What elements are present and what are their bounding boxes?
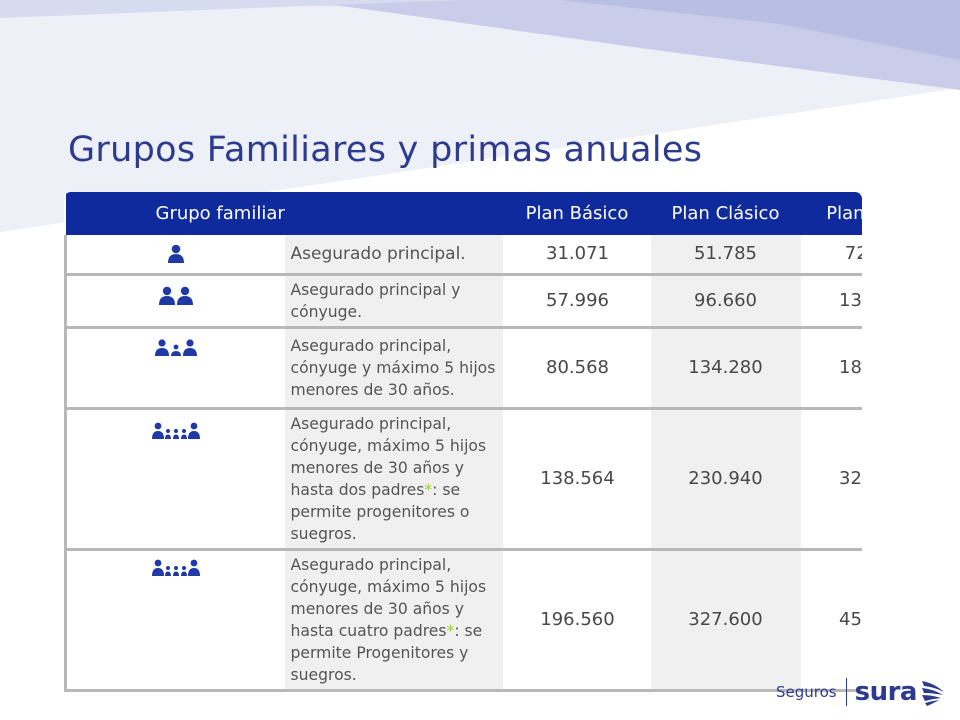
- value-plan-clasico: 327.600: [650, 549, 801, 692]
- brand-seguros-text: Seguros: [776, 683, 837, 701]
- row-description: Asegurado principal, cónyuge, máximo 5 h…: [284, 408, 505, 551]
- value-plan-basico: 57.996: [503, 274, 651, 329]
- value-plan-global: 72.499: [800, 235, 862, 276]
- table-header-row: Grupo familiar Plan Básico Plan Clásico …: [65, 192, 862, 235]
- brand-sura-text: sura: [854, 677, 918, 707]
- one-person-icon: [167, 244, 184, 263]
- asterisk-mark: *: [424, 480, 433, 499]
- two-people-icon: [158, 286, 193, 305]
- row-description: Asegurado principal, cónyuge y máximo 5 …: [284, 327, 505, 410]
- header-plan-global: Plan Global: [800, 192, 862, 235]
- value-plan-clasico: 96.660: [650, 274, 801, 329]
- value-plan-clasico: 51.785: [650, 235, 801, 276]
- row-description: Asegurado principal.: [284, 235, 505, 276]
- page-title: Grupos Familiares y primas anuales: [68, 130, 703, 170]
- sura-wings-icon: [921, 681, 944, 706]
- header-plan-basico: Plan Básico: [503, 192, 651, 235]
- asterisk-mark: *: [446, 621, 455, 640]
- header-plan-clasico: Plan Clásico: [650, 192, 801, 235]
- table-row: Asegurado principal, cónyuge, máximo 5 h…: [64, 408, 862, 551]
- family-icon: [154, 338, 197, 356]
- table-row: Asegurado principal, cónyuge y máximo 5 …: [64, 327, 862, 410]
- extended-family-icon: [151, 559, 200, 576]
- table-row: Asegurado principal, cónyuge, máximo 5 h…: [64, 549, 862, 692]
- value-plan-basico: 31.071: [503, 235, 651, 276]
- value-plan-basico: 138.564: [503, 408, 651, 551]
- table-row: Asegurado principal. 31.071 51.785 72.49…: [64, 235, 862, 276]
- brand-divider: [845, 678, 847, 706]
- value-plan-clasico: 134.280: [650, 327, 801, 410]
- header-decoration: [0, 0, 960, 232]
- premiums-table: Grupo familiar Plan Básico Plan Clásico …: [64, 192, 862, 692]
- brand-logo: Seguros sura: [776, 674, 946, 710]
- row-description: Asegurado principal, cónyuge, máximo 5 h…: [284, 549, 505, 692]
- value-plan-basico: 196.560: [503, 549, 651, 692]
- value-plan-global: 458.640: [800, 549, 862, 692]
- value-plan-basico: 80.568: [503, 327, 651, 410]
- value-plan-clasico: 230.940: [650, 408, 801, 551]
- row-description: Asegurado principal y cónyuge.: [284, 274, 505, 329]
- value-plan-global: 323.316: [800, 408, 862, 551]
- header-grupo-familiar: Grupo familiar: [65, 192, 504, 235]
- table-row: Asegurado principal y cónyuge. 57.996 96…: [64, 274, 862, 329]
- value-plan-global: 135.324: [800, 274, 862, 329]
- value-plan-global: 187.992: [800, 327, 862, 410]
- extended-family-icon: [151, 422, 200, 439]
